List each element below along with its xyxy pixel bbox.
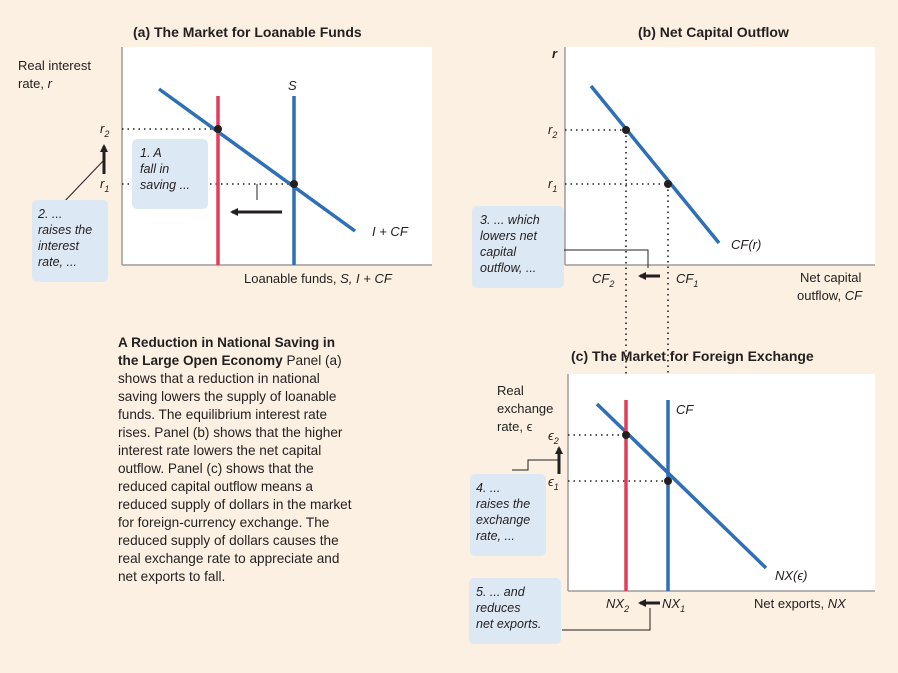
panel-a-note1-line1: 1. A	[140, 146, 162, 160]
panel-b-note3-line4: outflow, ...	[480, 261, 536, 275]
panel-a-ylabel-line1: Real interest	[18, 58, 91, 73]
panel-a-note1-line3: saving ...	[140, 178, 190, 192]
figure-caption: A Reduction in National Saving in the La…	[118, 334, 354, 586]
panel-a-title: (a) The Market for Loanable Funds	[133, 24, 362, 40]
panel-a-note2-line3: interest	[38, 239, 80, 253]
panel-b-r1-label: r1	[548, 176, 557, 194]
panel-c-cf-label: CF	[676, 402, 694, 417]
panel-c-e2-label: ϵ2	[548, 428, 559, 446]
panel-a-new-equilibrium	[214, 125, 222, 133]
panel-c-ylabel-line1: Real	[497, 383, 524, 398]
panel-c-curve-label: NX(ϵ)	[775, 568, 807, 583]
panel-a-old-equilibrium	[290, 180, 298, 188]
panel-b-xlabel-line1: Net capital	[800, 270, 862, 285]
panel-b-r2-label: r2	[548, 122, 557, 140]
panel-c-note4-line3: exchange	[476, 513, 530, 527]
panel-a-note1-box	[132, 139, 208, 209]
panel-a-note1-line2: fall in	[140, 162, 169, 176]
panel-c-nx1-label: NX1	[662, 596, 685, 614]
panel-c-nx2-label: NX2	[606, 596, 629, 614]
panel-a-r1-label: r1	[100, 176, 109, 194]
panel-c-note5-line3: net exports.	[476, 617, 541, 631]
panel-b-ylabel: r	[552, 46, 558, 61]
panel-b-note3-box	[472, 206, 564, 288]
panel-b-note3-line1: 3. ... which	[480, 213, 540, 227]
panel-a-note2-leader	[61, 159, 105, 205]
panel-b: (b) Net Capital Outflow r r2 r1 CF(r) CF…	[472, 24, 875, 303]
panel-c-note4-line1: 4. ...	[476, 481, 500, 495]
panel-b-plot-area	[565, 47, 875, 265]
panel-c-ylabel-line2: exchange	[497, 401, 553, 416]
panel-b-curve-label: CF(r)	[731, 237, 761, 252]
panel-a-ylabel-line2: rate, r	[18, 76, 53, 91]
panel-a-note2-line1: 2. ...	[37, 207, 62, 221]
panel-c-plot-area	[568, 374, 875, 591]
panel-c-ylabel-line3: rate, ϵ	[497, 419, 533, 434]
panel-a-demand-curve	[157, 87, 357, 233]
panel-a-note2-line4: rate, ...	[38, 255, 77, 269]
panel-c-note4-line2: raises the	[476, 497, 530, 511]
panel-c-new-equilibrium	[622, 431, 630, 439]
panel-c-title: (c) The Market for Foreign Exchange	[571, 348, 814, 364]
panel-a-note2-box	[32, 200, 108, 282]
panel-c-note4-line4: rate, ...	[476, 529, 515, 543]
panel-a-xlabel: Loanable funds, S, I + CF	[244, 271, 393, 286]
panel-c-note4-box	[470, 474, 546, 556]
panel-c-note5-line2: reduces	[476, 601, 520, 615]
panel-c-note5-box	[469, 578, 561, 644]
panel-b-note3-line3: capital	[480, 245, 517, 259]
caption-body: Panel (a) shows that a reduction in nati…	[118, 353, 352, 584]
caption-heading: A Reduction in National Saving in the La…	[118, 335, 336, 368]
panel-b-cf-curve	[589, 84, 721, 245]
panel-b-cf1-label: CF1	[676, 271, 698, 289]
panel-b-cf2-label: CF2	[592, 271, 614, 289]
panel-c-xlabel: Net exports, NX	[754, 596, 847, 611]
panel-b-note3-leader	[560, 249, 649, 268]
panel-b-title: (b) Net Capital Outflow	[638, 24, 789, 40]
panel-c-note5-leader	[562, 608, 651, 631]
panel-c-e1-label: ϵ1	[548, 474, 559, 492]
panel-a-r2-label: r2	[100, 121, 109, 139]
panel-c-note4-leader	[512, 459, 559, 471]
panel-c: (c) The Market for Foreign Exchange Real…	[469, 348, 875, 644]
panel-a: (a) The Market for Loanable Funds Real i…	[18, 24, 432, 286]
panel-b-xlabel-line2: outflow, CF	[797, 288, 863, 303]
panel-a-note2-line2: raises the	[38, 223, 92, 237]
panel-c-note5-line1: 5. ... and	[476, 585, 526, 599]
panel-b-note3-line2: lowers net	[480, 229, 537, 243]
panel-a-demand-label: I + CF	[372, 224, 409, 239]
panel-c-old-equilibrium	[664, 477, 672, 485]
panel-a-supply-label: S	[288, 78, 297, 93]
